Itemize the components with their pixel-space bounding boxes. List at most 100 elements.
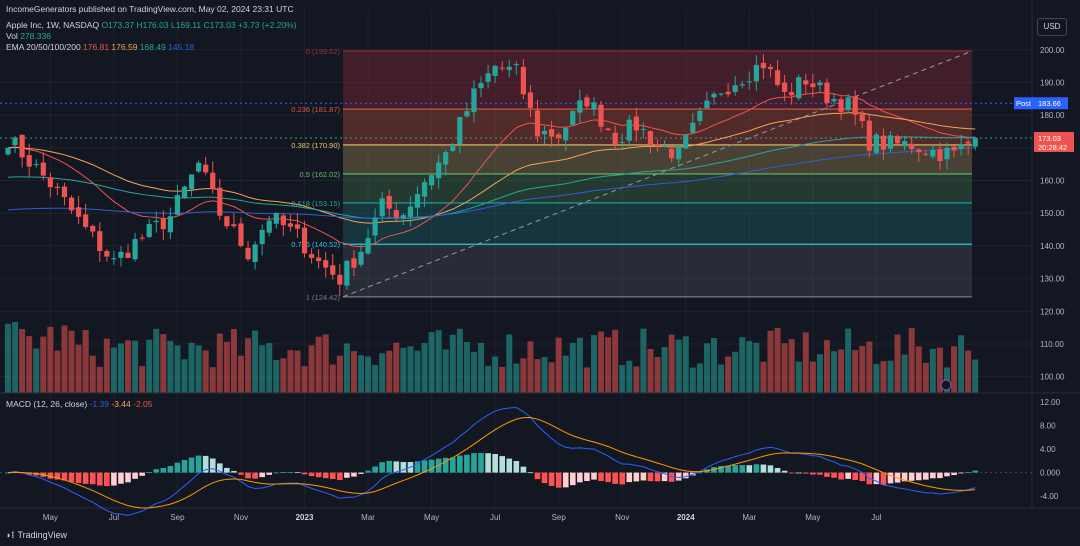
volume-bar <box>802 332 809 393</box>
candle-body <box>605 128 611 131</box>
candle-body <box>923 153 929 155</box>
macd-hist-bar <box>358 472 364 474</box>
time-tick-label: Mar <box>742 513 756 522</box>
candle-body <box>40 162 46 176</box>
candle-body <box>308 254 315 258</box>
ema200-value: 145.18 <box>168 42 195 52</box>
candle-body <box>654 144 661 146</box>
volume-bar <box>400 347 407 393</box>
candle-body <box>280 215 286 226</box>
volume-bar <box>520 358 527 393</box>
candle-body <box>61 186 68 198</box>
volume-bars <box>5 322 979 393</box>
volume-bar <box>534 359 541 393</box>
volume-bar <box>696 363 703 393</box>
volume-bar <box>273 360 280 393</box>
macd-hist-bar <box>209 458 216 473</box>
candle-body <box>930 149 936 157</box>
volume-bar <box>647 348 654 393</box>
time-tick-label: May <box>43 513 58 522</box>
volume-bar <box>237 355 244 393</box>
candle-body <box>972 137 978 147</box>
macd-hist-bar <box>640 472 647 481</box>
volume-bar <box>767 330 774 393</box>
macd-hist-bar <box>308 472 315 477</box>
candle-body <box>217 187 223 216</box>
volume-bar <box>40 336 47 393</box>
volume-bar <box>435 330 442 393</box>
macd-hist-bar <box>428 459 435 473</box>
time-tick-label: Mar <box>361 513 375 522</box>
volume-bar <box>428 332 435 393</box>
volume-bar <box>972 359 979 393</box>
macd-hist-bar <box>118 472 124 484</box>
volume-bar <box>958 335 965 393</box>
close-value: C173.03 <box>203 20 236 30</box>
candle-body <box>146 223 152 238</box>
logo-text: TradingView <box>17 530 67 540</box>
currency-button[interactable]: USD <box>1037 18 1067 36</box>
candle-body <box>549 129 555 137</box>
time-tick-label: Jul <box>490 513 500 522</box>
macd-hist-bar <box>68 472 75 482</box>
volume-bar <box>633 366 640 393</box>
macd-hist-bar <box>760 464 767 473</box>
post-price-badge <box>1034 97 1068 110</box>
volume-bar <box>718 364 725 393</box>
macd-hist-bar <box>96 472 103 486</box>
volume-bar <box>329 364 336 393</box>
volume-bar <box>569 343 576 393</box>
candle-body <box>471 88 477 113</box>
macd-hist-bar <box>125 472 131 483</box>
candle-body <box>436 162 442 179</box>
volume-bar <box>922 362 929 393</box>
volume-bar <box>174 345 181 393</box>
macd-hist-bar <box>725 465 731 473</box>
macd-legend: MACD (12, 26, close) -1.39 -3.44 -2.05 <box>6 399 153 409</box>
macd-hist-bar <box>570 472 576 486</box>
volume-bar <box>478 342 485 393</box>
candle-body <box>12 137 18 146</box>
macd-hist-bar <box>5 472 11 474</box>
macd-hist-bar <box>506 458 513 473</box>
macd-hist-bar <box>400 461 407 473</box>
volume-bar <box>689 367 696 393</box>
macd-hist-bar <box>915 472 922 481</box>
bar-countdown-label: 20:28:42 <box>1038 143 1067 152</box>
candle-body <box>238 223 244 246</box>
volume-bar <box>414 350 421 393</box>
macd-signal-line <box>7 417 976 509</box>
macd-hist-value: -2.05 <box>133 399 153 409</box>
volume-bar <box>301 366 308 393</box>
candle-body <box>294 224 301 229</box>
candle-body <box>5 147 11 155</box>
candle-body <box>301 227 308 254</box>
volume-bar <box>576 337 583 393</box>
volume-bar <box>880 361 887 393</box>
macd-hist-bar <box>287 471 294 473</box>
volume-bar <box>485 365 492 393</box>
candle-body <box>400 215 406 219</box>
candle-body <box>824 82 830 104</box>
volume-bar <box>781 343 788 393</box>
candle-body <box>725 91 731 95</box>
volume-bar <box>605 337 612 393</box>
candle-body <box>330 265 336 275</box>
candle-body <box>909 143 915 150</box>
candle-body <box>534 110 541 137</box>
macd-hist-bar <box>852 472 858 481</box>
macd-hist-bar <box>901 472 908 482</box>
volume-bar <box>873 363 880 393</box>
post-tag-badge <box>1014 97 1034 110</box>
volume-bar <box>774 328 781 393</box>
volume-bar <box>887 360 894 393</box>
fib-level-label: 0.382 (170.90) <box>291 141 340 150</box>
macd-hist-bar <box>859 472 866 482</box>
candle-body <box>90 225 96 232</box>
volume-bar <box>788 339 795 393</box>
volume-bar <box>216 333 223 393</box>
time-tick-label: 2023 <box>296 513 314 522</box>
macd-hist-bar <box>718 465 724 473</box>
macd-hist-bar <box>555 472 562 488</box>
